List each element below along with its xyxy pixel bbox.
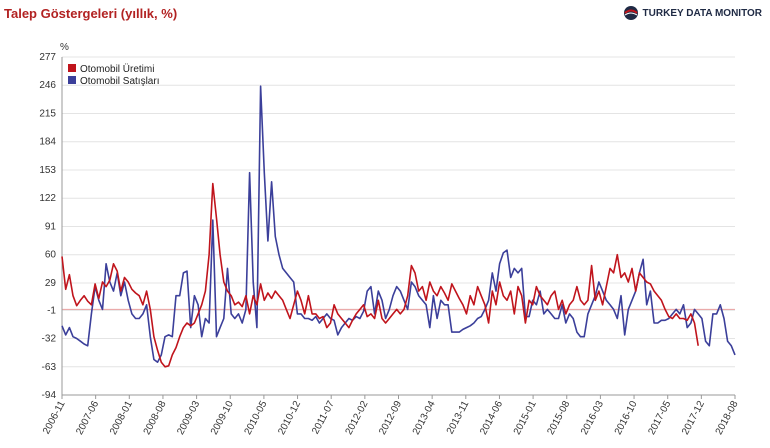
brand-name: TURKEY DATA MONITOR (642, 7, 762, 19)
y-tick-label: 184 (39, 137, 56, 148)
series-lines (61, 85, 736, 368)
x-tick-label: 2015-01 (512, 399, 539, 437)
x-tick-label: 2014-06 (478, 399, 505, 437)
y-tick-label: -94 (42, 390, 57, 401)
x-tick-label: 2015-08 (545, 399, 572, 437)
globe-icon (623, 6, 638, 20)
x-tick-label: 2009-10 (209, 399, 236, 437)
legend-label-production: Otomobil Üretimi (80, 63, 154, 75)
x-tick-label: 2008-01 (108, 399, 135, 437)
y-tick-label: 29 (45, 278, 57, 289)
brand-logo: TURKEY DATA MONITOR (623, 5, 762, 21)
y-axis-label: % (60, 42, 69, 53)
x-tick-label: 2016-03 (579, 399, 606, 437)
x-tick-label: 2009-03 (175, 399, 202, 437)
x-tick-label: 2018-08 (714, 399, 741, 437)
y-tick-label: -32 (42, 334, 57, 345)
series-line-sales (61, 85, 736, 364)
x-tick-label: 2010-05 (243, 399, 270, 437)
y-tick-label: 277 (39, 52, 56, 63)
x-tick-label: 2011-07 (310, 399, 337, 436)
x-tick-label: 2012-09 (377, 399, 404, 437)
x-tick-label: 2012-02 (344, 399, 371, 437)
page-title: Talep Göstergeleri (yıllık, %) (4, 6, 178, 21)
y-tick-label: -63 (42, 362, 57, 373)
x-tick-label: 2016-10 (613, 399, 640, 437)
x-tick-label: 2008-08 (142, 399, 169, 437)
legend-label-sales: Otomobil Satışları (80, 76, 159, 87)
x-tick-label: 2017-05 (646, 399, 673, 437)
y-tick-label: 246 (39, 80, 56, 91)
x-tick-label: 2006-11 (41, 399, 68, 436)
x-tick-label: 2017-12 (680, 399, 707, 437)
series-line-production (61, 182, 699, 368)
y-tick-label: -1 (47, 305, 56, 316)
x-axis: 2006-11 2007-06 2008-01 2008-08 2009-03 2009-… (41, 395, 741, 437)
y-tick-label: 122 (39, 193, 56, 204)
y-tick-label: 215 (39, 108, 56, 119)
x-tick-label: 2013-04 (411, 399, 438, 437)
x-tick-label: 2010-12 (276, 399, 303, 437)
legend-swatch-production (68, 64, 76, 72)
y-tick-label: 60 (45, 250, 57, 261)
x-tick-label: 2007-06 (74, 399, 101, 437)
y-axis: 277 246 215 184 153 122 91 60 29 -1 -32 -63 -94 (39, 52, 735, 401)
legend-swatch-sales (68, 76, 76, 84)
x-tick-label: 2013-11 (445, 399, 472, 436)
y-tick-label: 91 (45, 221, 57, 232)
y-tick-label: 153 (39, 165, 56, 176)
